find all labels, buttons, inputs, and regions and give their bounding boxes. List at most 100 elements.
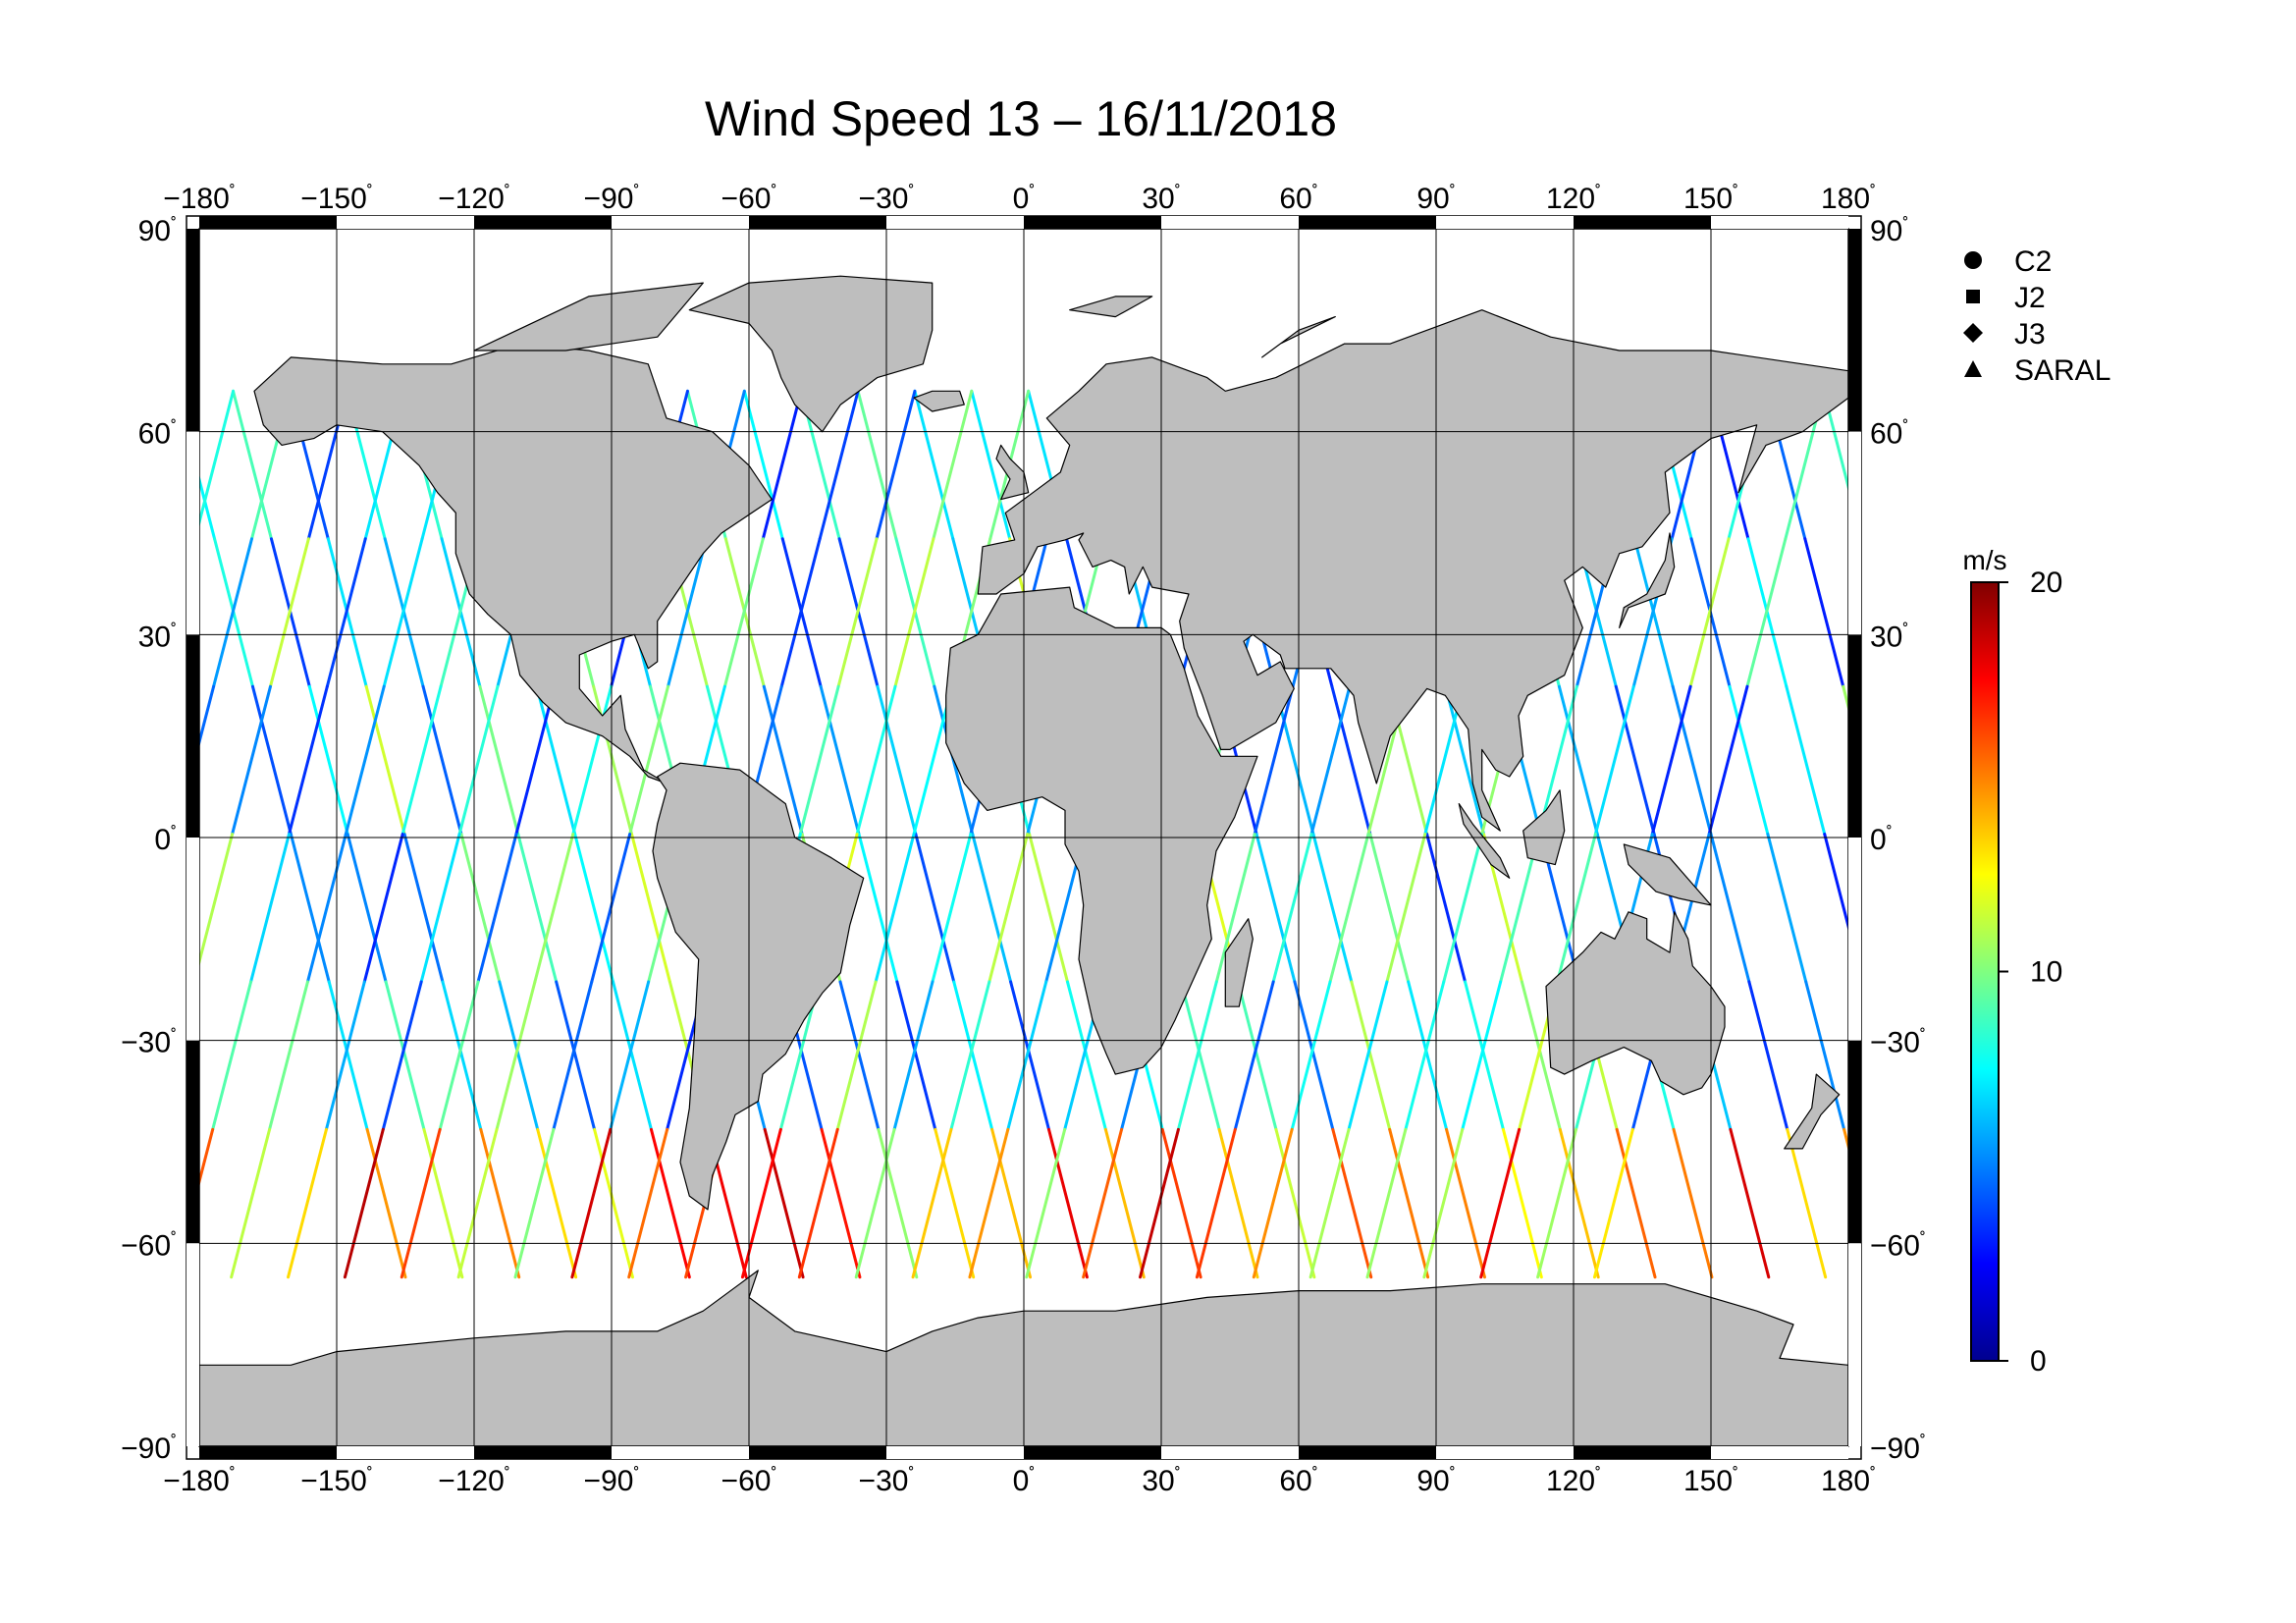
ground-track-segment [1309, 684, 1352, 837]
ground-track-segment [874, 833, 916, 984]
ground-track-segment [1709, 833, 1751, 984]
ground-track-segment [855, 684, 897, 837]
ground-track-segment [199, 684, 216, 748]
ground-track-segment [1785, 684, 1827, 837]
ground-track-segment [137, 835, 176, 982]
ground-track-segment [914, 833, 956, 984]
ground-track-segment [419, 833, 461, 984]
ground-track-segment [913, 389, 955, 541]
ground-track-segment [1650, 684, 1692, 837]
ground-track-segment [952, 980, 994, 1131]
land-australia [1545, 911, 1726, 1096]
lat-tick-label-right: −30˚ [1870, 1027, 1926, 1059]
frame-segment [187, 634, 199, 838]
frame-segment [1848, 1040, 1861, 1244]
lat-tick-label-left: −60˚ [121, 1229, 177, 1262]
ground-track-segment [287, 1127, 328, 1279]
frame-segment [474, 1446, 612, 1459]
ground-track-segment [1103, 1127, 1146, 1279]
square-marker-icon [1966, 290, 1980, 303]
ground-track-segment [250, 684, 293, 837]
lon-tick-label-bottom: −30˚ [859, 1465, 915, 1497]
ground-track-segment [421, 684, 463, 837]
colorbar-tick-label: 10 [2030, 956, 2062, 989]
land-new-guinea [1623, 843, 1712, 906]
ground-track-segment [1274, 1127, 1316, 1279]
lon-tick-label-bottom: −180˚ [163, 1465, 236, 1497]
lat-tick-label-left: 0˚ [154, 824, 177, 856]
ground-track-segment [325, 537, 367, 688]
ground-track-segment [199, 833, 235, 968]
legend-label: C2 [2014, 245, 2052, 278]
ground-track-segment [1445, 1127, 1486, 1279]
lat-tick-label-left: 60˚ [138, 418, 177, 451]
ground-track-segment [535, 684, 577, 837]
map-frame [186, 215, 1862, 1460]
ground-track-segment [1593, 684, 1635, 837]
ground-track-segment [365, 1127, 407, 1279]
ground-track-segment [875, 389, 917, 541]
ground-track-segment [820, 1127, 862, 1279]
ground-track-segment [1233, 980, 1275, 1131]
frame-segment [1848, 634, 1861, 838]
ground-track-segment [343, 1127, 385, 1279]
ground-track-segment [612, 980, 653, 1131]
ground-track-segment [1536, 1127, 1577, 1279]
ground-track-segment [382, 537, 424, 688]
ground-track-segment [422, 1127, 464, 1279]
ground-track-segment [327, 980, 369, 1131]
ground-track-segment [893, 537, 935, 688]
ground-track-segment [968, 1127, 1010, 1279]
frame-segment [612, 1446, 749, 1459]
frame-segment [1299, 216, 1436, 229]
ground-track-segment [1479, 1127, 1522, 1279]
ground-track-segment [593, 1127, 634, 1279]
ground-track-segment [199, 473, 217, 541]
lon-tick-label-top: 30˚ [1142, 183, 1180, 215]
lat-tick-label-left: −30˚ [121, 1027, 177, 1059]
ground-track-segment [364, 684, 406, 837]
legend-label: J3 [2014, 318, 2046, 351]
lat-tick-label-right: −90˚ [1870, 1433, 1926, 1465]
ground-track-segment [988, 833, 1030, 984]
ground-track-segment [1520, 980, 1562, 1131]
ground-track-segment [1065, 980, 1107, 1131]
ground-track-segment [1028, 833, 1069, 984]
ground-track-segment [762, 684, 804, 837]
colorbar: m/s 20 10 0 [1962, 545, 2062, 1378]
ground-track-segment [628, 684, 670, 837]
frame-segment [1161, 1446, 1299, 1459]
ground-track-segment [949, 980, 991, 1131]
ground-track-segment [1252, 1127, 1294, 1279]
lon-tick-label-bottom: 180˚ [1821, 1465, 1876, 1497]
frame-segment [612, 216, 749, 229]
ground-track-segment [438, 980, 480, 1131]
ground-track-segment [1006, 980, 1048, 1131]
legend-label: J2 [2014, 282, 2046, 314]
land-uk [995, 444, 1030, 501]
ground-track-segment [797, 1127, 839, 1279]
lon-tick-label-bottom: −150˚ [300, 1465, 373, 1497]
ground-track-segment [630, 833, 671, 984]
ground-track-segment [649, 1127, 691, 1279]
lat-tick-label-left: 30˚ [138, 621, 177, 653]
land-novaya-zemlya [1261, 316, 1336, 358]
axis-labels: −180˚ −180˚ −150˚ −150˚ −120˚ −120˚ −90˚ −90˚ −6… [121, 183, 1926, 1497]
frame-segment [187, 229, 199, 432]
ground-track-segment [761, 389, 803, 541]
ground-track-segment [4, 1129, 42, 1276]
ground-track-segment [1747, 980, 1789, 1131]
ground-track-segment [289, 833, 331, 984]
ground-track-segment [61, 1129, 99, 1276]
ground-track-segment [513, 1127, 556, 1279]
ground-track-segment [1328, 833, 1370, 984]
ground-track-segment [1672, 1127, 1714, 1279]
lon-tick-label-top: 0˚ [1013, 183, 1036, 215]
land-greenland [688, 275, 934, 433]
ground-track-segment [400, 1127, 442, 1279]
ground-track-segment [1214, 833, 1256, 984]
frame-segment [1024, 216, 1161, 229]
ground-track-segment [324, 980, 366, 1131]
frame-segment [1848, 838, 1861, 1041]
